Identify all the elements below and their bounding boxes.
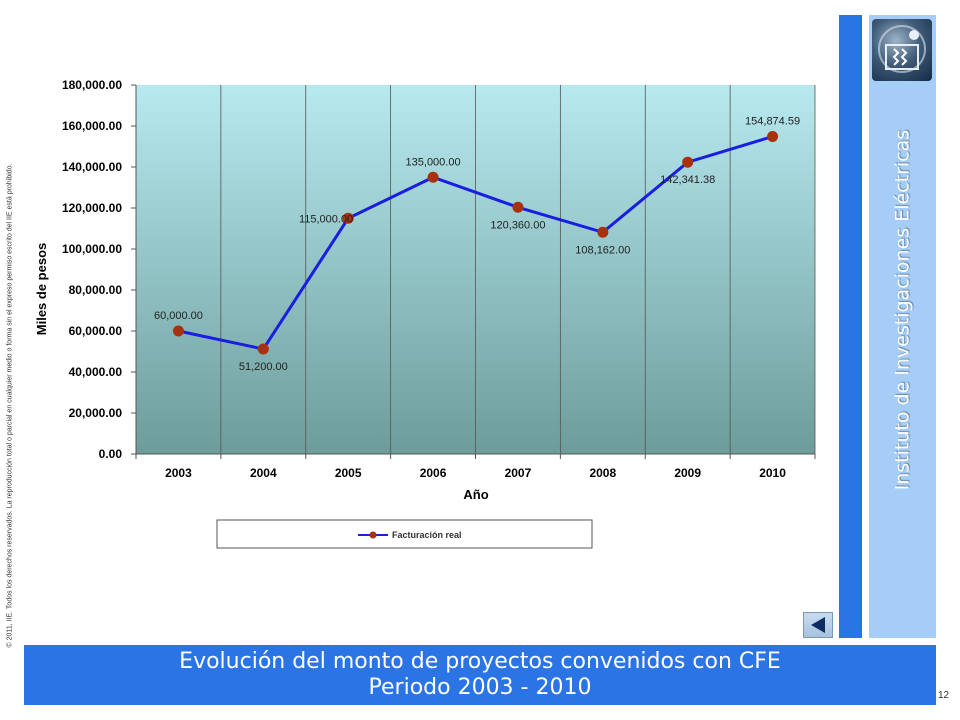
y-tick-label: 100,000.00 xyxy=(62,242,122,256)
grid-lines xyxy=(220,85,816,454)
decorative-stripe-light xyxy=(869,15,936,638)
previous-slide-button[interactable] xyxy=(803,612,833,638)
legend-box xyxy=(216,519,593,549)
decorative-stripe-blue xyxy=(839,15,862,638)
y-axis-ticks: 0.00 20,000.00 40,000.00 60,000.00 80,000.00… xyxy=(62,78,136,461)
data-label: 60,000.00 xyxy=(154,310,203,322)
x-tick-label: 2008 xyxy=(589,466,616,480)
slide-title-bar: Evolución del monto de proyectos conveni… xyxy=(24,645,936,705)
y-tick-label: 180,000.00 xyxy=(62,78,122,92)
y-tick-label: 160,000.00 xyxy=(62,119,122,133)
data-label: 115,000.00 xyxy=(299,213,353,225)
data-point xyxy=(172,325,184,337)
series-group: 60,000.00 51,200.00 115,000.00 135,000.00 12… xyxy=(154,116,800,374)
x-tick-label: 2007 xyxy=(505,466,532,480)
data-label: 51,200.00 xyxy=(239,361,288,373)
y-tick-label: 40,000.00 xyxy=(69,365,123,379)
data-point xyxy=(682,156,694,168)
triangle-left-icon xyxy=(811,617,825,633)
institution-banner: Instituto de Investigaciones Eléctricas xyxy=(869,90,936,530)
y-tick-label: 80,000.00 xyxy=(69,283,123,297)
x-axis-ticks: 2003 2004 2005 2006 2007 2008 2009 2010 xyxy=(135,454,816,480)
x-tick-label: 2010 xyxy=(759,466,786,480)
data-label: 108,162.00 xyxy=(575,244,630,256)
institution-name: Instituto de Investigaciones Eléctricas xyxy=(891,129,914,491)
series-line xyxy=(178,135,773,351)
y-tick-label: 0.00 xyxy=(99,447,123,461)
legend: Facturación real xyxy=(216,519,593,549)
data-point xyxy=(512,201,524,213)
data-point xyxy=(342,212,354,224)
data-label: 120,360.00 xyxy=(490,219,545,231)
data-label: 135,000.00 xyxy=(406,156,461,168)
x-tick-label: 2003 xyxy=(165,466,192,480)
x-tick-label: 2009 xyxy=(674,466,701,480)
data-point xyxy=(597,226,609,238)
y-axis-title: Miles de pesos xyxy=(34,243,49,335)
data-point xyxy=(767,131,779,143)
data-label: 142,341.38 xyxy=(660,174,715,186)
data-label: 154,874.59 xyxy=(745,116,800,128)
y-tick-label: 20,000.00 xyxy=(69,406,123,420)
legend-label: Facturación real xyxy=(392,530,462,540)
x-axis-title: Año xyxy=(463,487,488,502)
iie-logo-icon xyxy=(872,19,932,81)
x-tick-label: 2004 xyxy=(250,466,277,480)
y-tick-label: 140,000.00 xyxy=(62,160,122,174)
y-tick-label: 60,000.00 xyxy=(69,324,123,338)
x-tick-label: 2006 xyxy=(420,466,447,480)
page-number: 12 xyxy=(938,690,950,701)
x-tick-label: 2005 xyxy=(335,466,362,480)
slide-title: Evolución del monto de proyectos conveni… xyxy=(179,649,781,674)
slide-subtitle: Periodo 2003 - 2010 xyxy=(368,675,592,700)
data-point xyxy=(257,343,269,355)
legend-marker-swatch xyxy=(369,531,377,539)
data-point xyxy=(427,171,439,183)
y-tick-label: 120,000.00 xyxy=(62,201,122,215)
